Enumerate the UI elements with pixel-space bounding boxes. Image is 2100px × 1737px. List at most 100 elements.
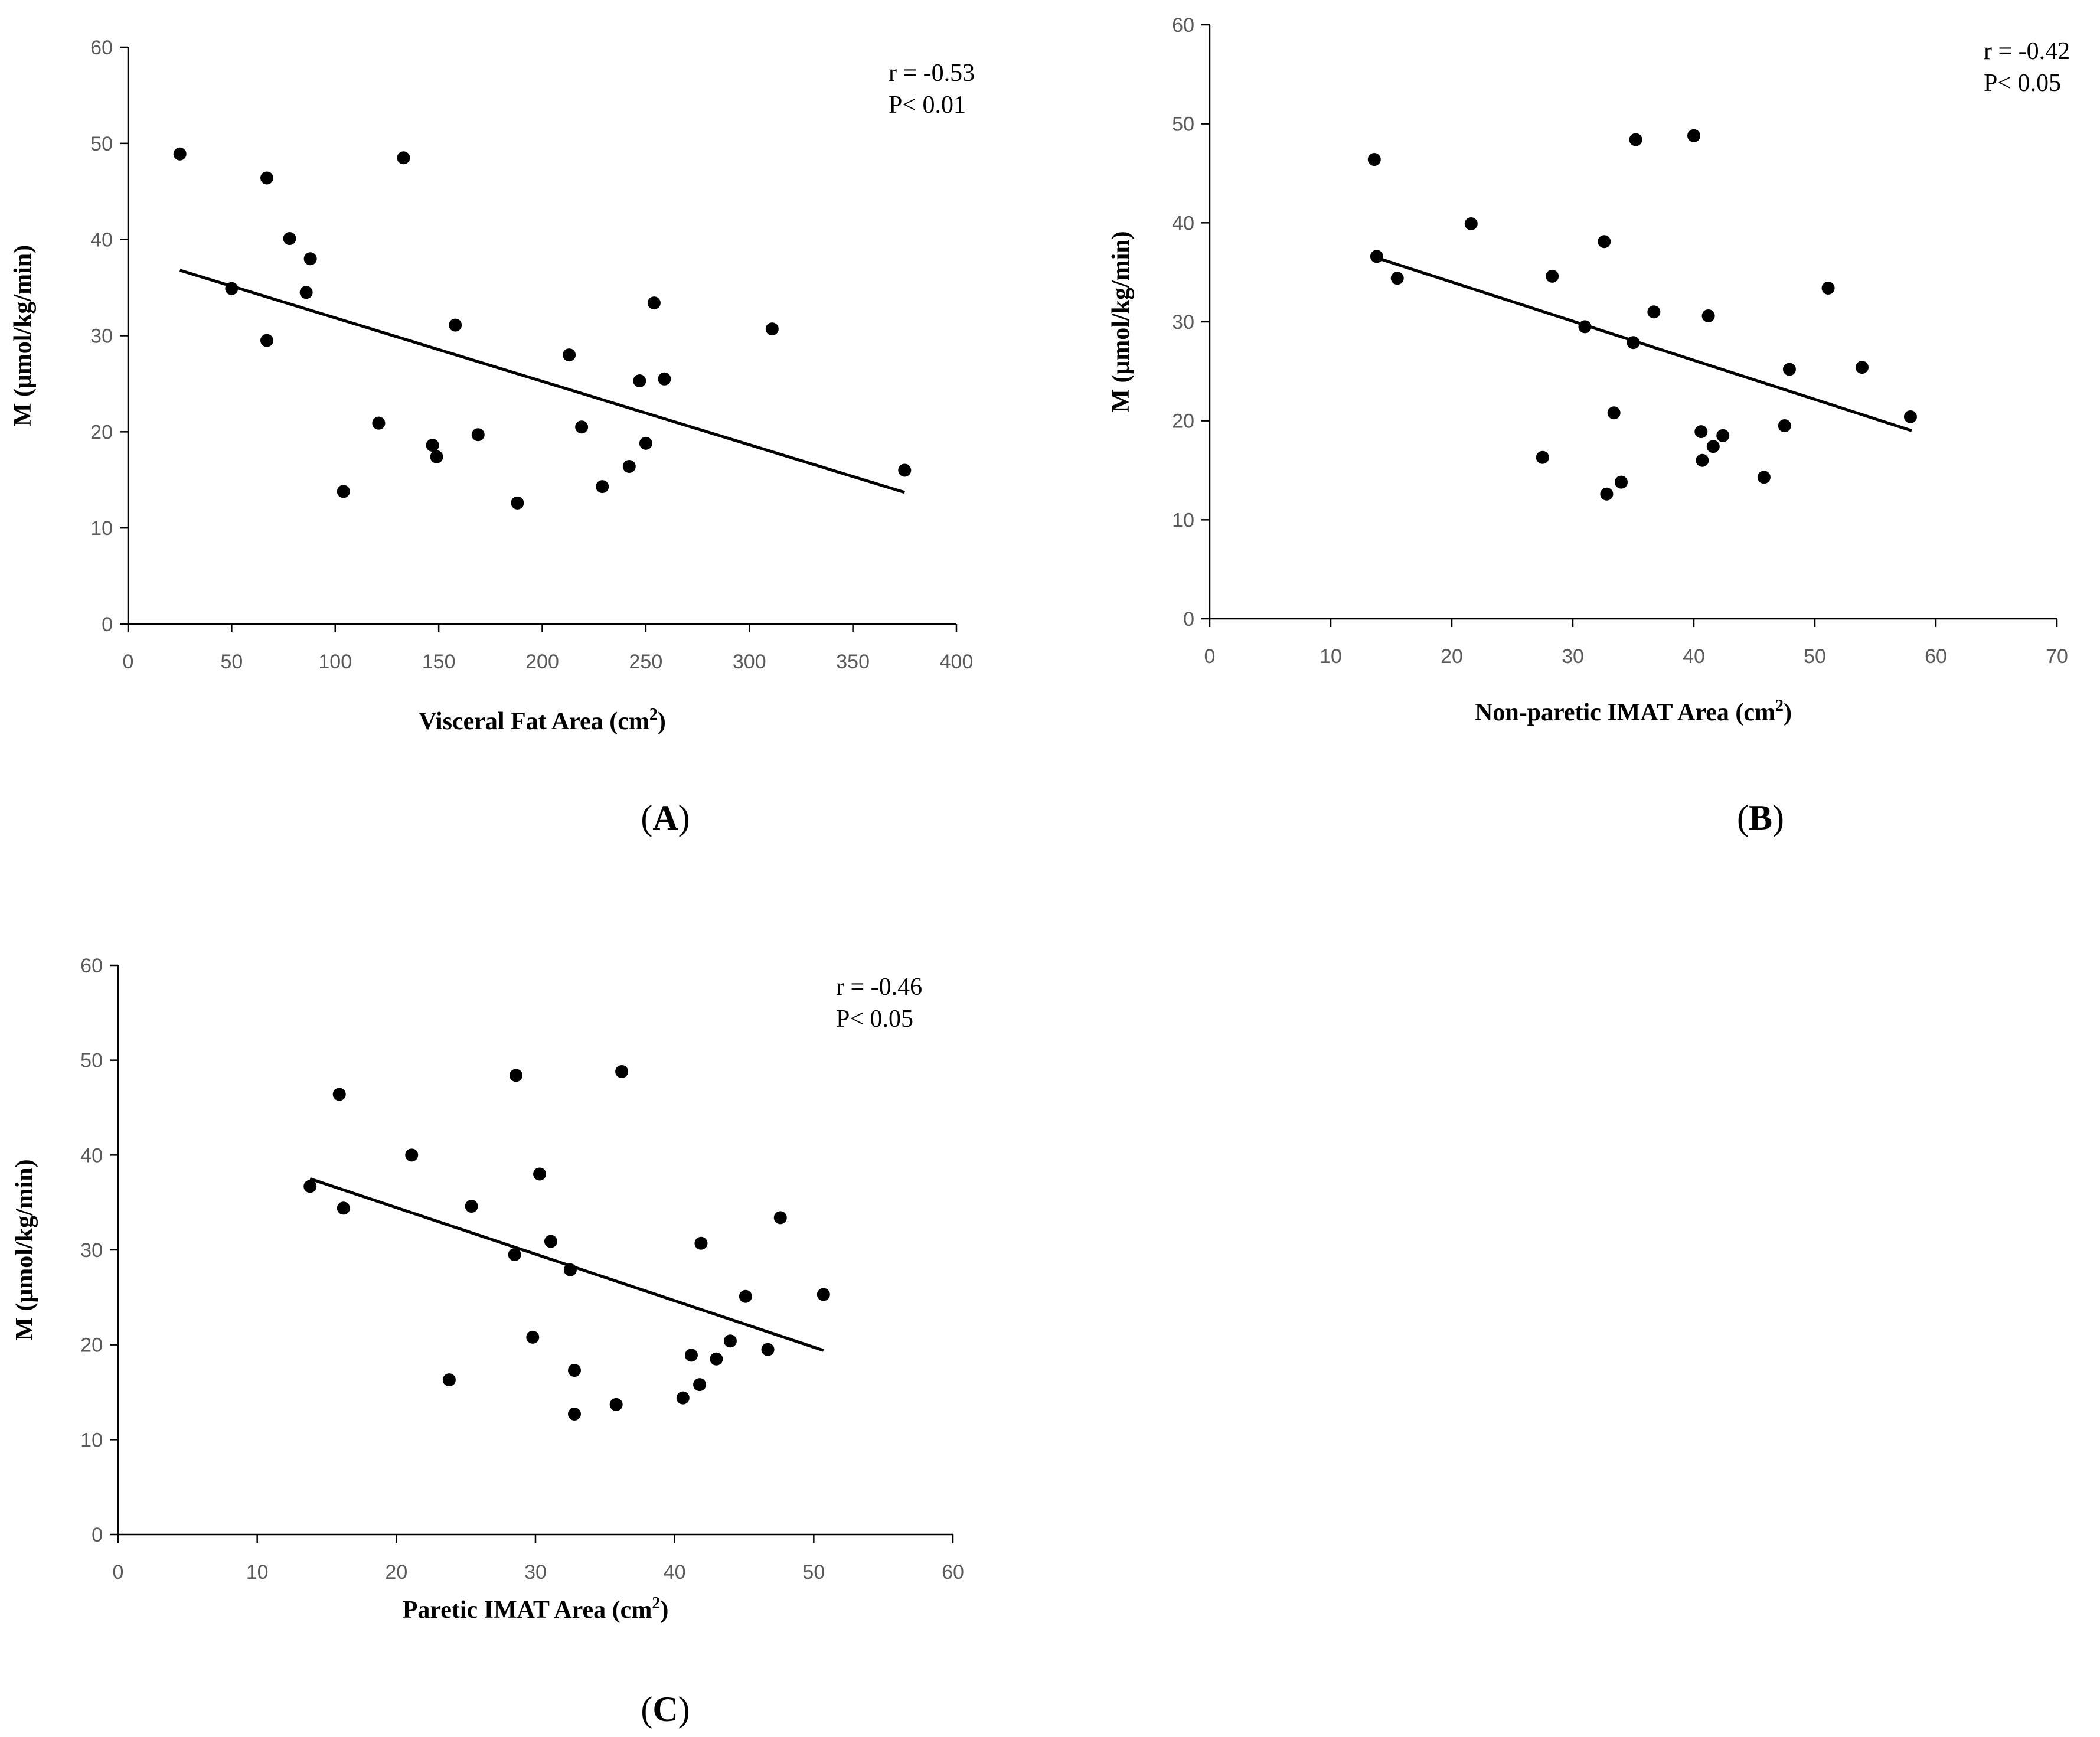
panel-label-open: ( [1737,798,1749,837]
data-point [426,439,439,452]
x-tick-label: 40 [1683,645,1705,668]
data-point [1821,281,1835,295]
data-point [676,1391,690,1405]
y-tick-label: 60 [90,37,113,59]
data-point [1782,363,1796,376]
data-point [1647,305,1661,319]
x-axis-title-sup: 2 [1775,697,1784,715]
x-axis-title-unit: cm [618,708,649,735]
correlation-p: P< 0.01 [889,92,966,119]
x-axis-title-text: Non-paretic IMAT Area [1475,699,1729,726]
y-tick-label: 50 [80,1050,103,1072]
data-point [739,1289,752,1303]
data-point [471,428,485,442]
data-point [337,485,350,498]
y-tick-label: 40 [1172,212,1194,234]
data-point [1716,429,1730,442]
data-point [773,1211,787,1225]
data-point [283,232,296,246]
y-tick-label: 20 [1172,410,1194,433]
y-tick-label: 0 [1183,608,1194,631]
data-point [510,1069,523,1082]
data-point [1600,487,1614,501]
panel-c: 0 10 20 30 40 50 60 0 10 20 30 40 50 60 Paretic IMAT A… [11,955,964,1729]
data-point [299,286,313,299]
data-point [596,480,609,494]
data-point [723,1334,737,1348]
correlation-p: P< 0.05 [1984,70,2061,97]
y-tick-label: 30 [1172,311,1194,334]
data-point [563,348,576,362]
x-axis-title-close: ) [1784,699,1792,726]
x-tick-label: 70 [2046,645,2068,668]
y-tick-label: 20 [90,421,113,443]
data-point [260,334,274,347]
y-tick-label: 30 [90,325,113,348]
data-point [1629,133,1642,146]
data-point [761,1343,775,1356]
x-tick-label: 60 [1925,645,1947,668]
y-tick-label: 50 [1172,113,1194,136]
x-tick-label: 30 [524,1561,547,1583]
data-point [260,171,274,185]
data-point [544,1235,557,1248]
data-point [1694,425,1708,439]
x-axis-title-sup: 2 [652,1594,660,1612]
data-point [430,450,443,463]
y-tick-label: 20 [80,1334,103,1357]
panel-label-close: ) [1772,798,1784,837]
correlation-r: r = -0.46 [836,974,922,1001]
panel-label-open: ( [641,1690,652,1729]
trendline [179,269,906,494]
data-point [332,1088,346,1101]
y-tick-label: 40 [90,229,113,252]
x-tick-label: 250 [629,651,663,673]
y-tick-label: 10 [90,517,113,540]
x-tick-label: 400 [940,651,974,673]
panel-label: (B) [1737,798,1784,837]
data-point [1855,361,1869,374]
y-tick-label: 50 [90,133,113,155]
data-point [465,1200,478,1213]
x-tick-label: 50 [802,1561,825,1583]
x-tick-label: 20 [1441,645,1463,668]
data-point [1607,406,1621,420]
data-point [1778,419,1791,433]
data-point [1701,309,1715,322]
data-point [1536,450,1549,464]
x-axis-title-unit: cm [620,1596,652,1624]
x-tick-label: 40 [664,1561,686,1583]
data-point [1464,217,1478,231]
data-point [639,436,652,450]
panel-label: (A) [641,798,690,837]
x-tick-label: 0 [1204,645,1216,668]
panel-label: (C) [641,1690,690,1729]
data-point [1615,475,1628,489]
data-point [1706,440,1720,453]
x-axis-title-text: Visceral Fat Area [419,708,603,735]
data-point [1627,336,1640,350]
data-point [1696,453,1709,467]
x-tick-label: 20 [385,1561,407,1583]
panel-label-letter: A [652,798,678,837]
x-tick-label: 200 [525,651,559,673]
x-axis-title-close: ) [658,708,666,735]
data-point [225,282,239,295]
data-point [337,1201,350,1215]
y-axis-title: M (μmol/kg/min) [1108,231,1135,412]
data-point [1370,250,1383,263]
panel-a: 0 10 20 30 40 50 60 0 50 100 150 200 250 300 350 400 Vis… [9,37,975,837]
data-point [1757,471,1771,484]
panel-label-letter: C [652,1690,678,1729]
x-tick-label: 10 [1320,645,1342,668]
data-point [1578,320,1592,334]
y-tick-label: 40 [80,1144,103,1167]
y-tick-label: 60 [80,955,103,977]
y-tick-label: 10 [80,1429,103,1451]
x-tick-label: 60 [942,1561,964,1583]
panel-label-open: ( [641,798,652,837]
data-point [533,1167,547,1181]
data-point [508,1248,521,1262]
x-tick-label: 0 [113,1561,124,1583]
